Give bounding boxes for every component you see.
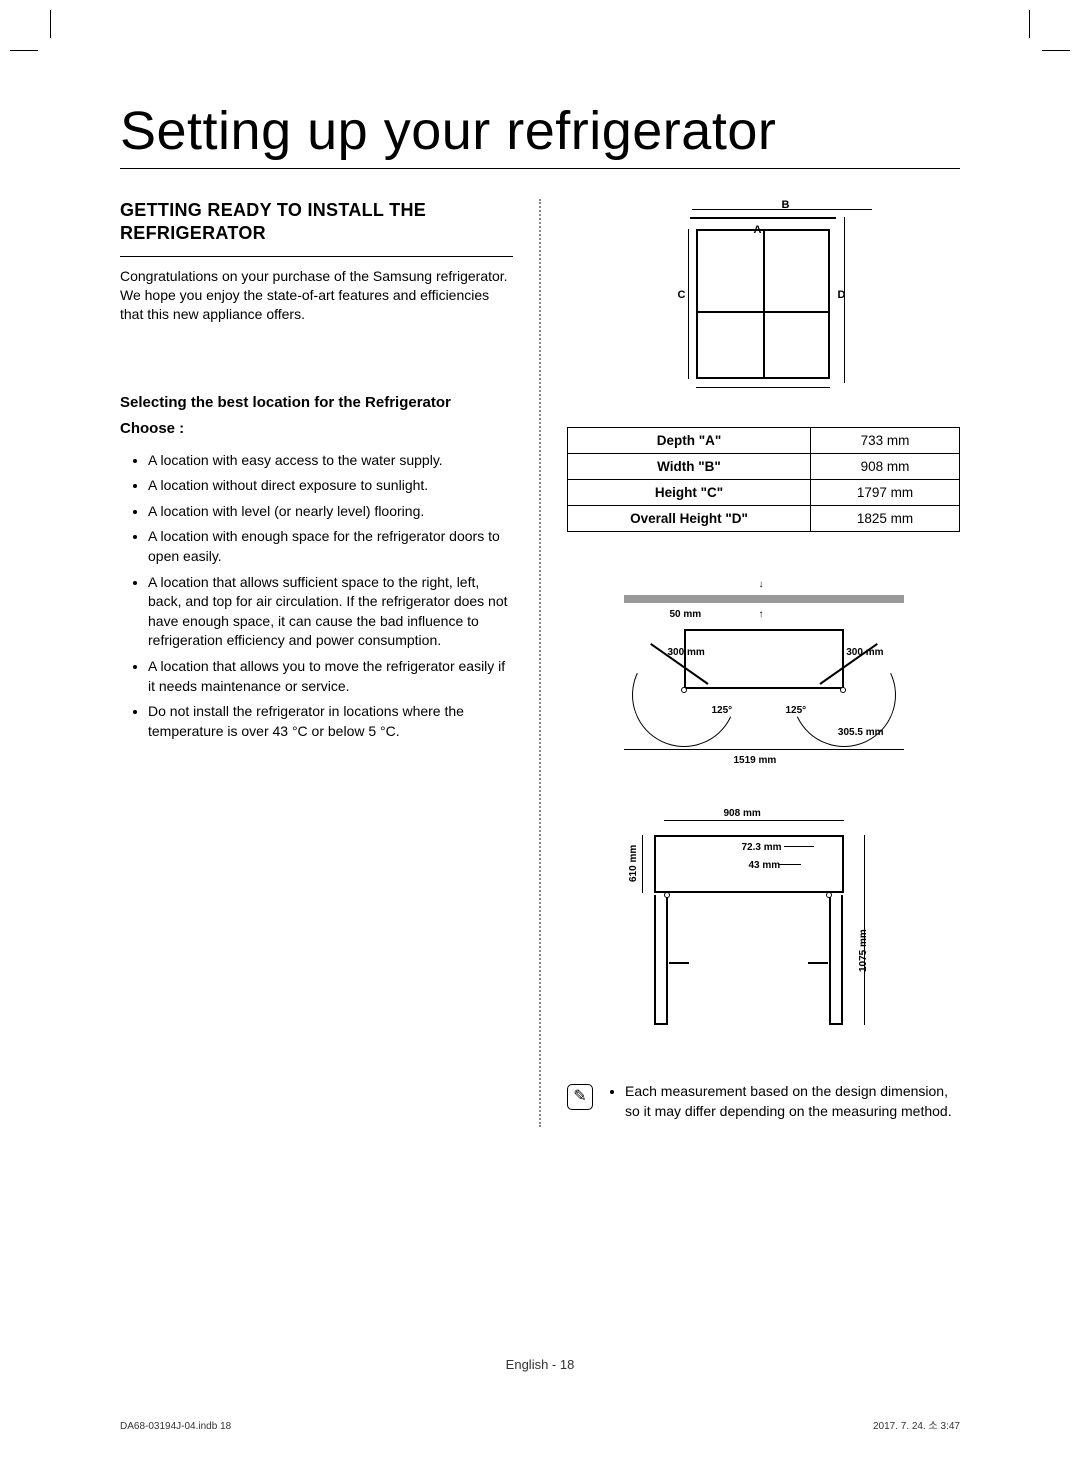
- clearance-diagram-top: ↓ ↑ 50 mm 300 mm 300 mm 125° 125° 305.5 …: [624, 587, 904, 787]
- page-content: Setting up your refrigerator GETTING REA…: [120, 100, 960, 1372]
- left-column: GETTING READY TO INSTALL THE REFRIGERATO…: [120, 199, 513, 1127]
- dimension-table: Depth "A"733 mm Width "B"908 mm Height "…: [567, 427, 960, 532]
- location-bullets: A location with easy access to the water…: [120, 451, 513, 742]
- page-footer-left: DA68-03194J-04.indb 18: [120, 1421, 231, 1432]
- angle-right: 125°: [786, 705, 807, 716]
- door-right-300: 300 mm: [846, 647, 883, 658]
- table-row: Depth "A"733 mm: [568, 428, 960, 454]
- list-item: A location with enough space for the ref…: [148, 527, 513, 566]
- door-left-300: 300 mm: [668, 647, 705, 658]
- column-divider: [539, 199, 541, 1127]
- handle-gap: 72.3 mm: [742, 842, 782, 853]
- list-item: Do not install the refrigerator in locat…: [148, 702, 513, 741]
- depth-305: 305.5 mm: [838, 727, 884, 738]
- page-footer-center: English - 18: [120, 1357, 960, 1372]
- page-title: Setting up your refrigerator: [120, 100, 960, 169]
- width-908: 908 mm: [724, 808, 761, 819]
- table-row: Width "B"908 mm: [568, 454, 960, 480]
- page-footer-right: 2017. 7. 24. 소 3:47: [873, 1417, 960, 1432]
- list-item: A location without direct exposure to su…: [148, 476, 513, 496]
- note-block: ✎ Each measurement based on the design d…: [567, 1082, 960, 1127]
- clearance-diagram-front: 908 mm 72.3 mm 43 mm 610 mm 1075 mm: [624, 812, 904, 1042]
- inner-gap: 43 mm: [749, 860, 781, 871]
- choose-label: Choose :: [120, 420, 513, 437]
- total-width-1519: 1519 mm: [734, 755, 777, 766]
- note-text: Each measurement based on the design dim…: [625, 1082, 960, 1121]
- dim-label-c: C: [678, 289, 686, 301]
- list-item: A location with easy access to the water…: [148, 451, 513, 471]
- note-icon: ✎: [567, 1084, 593, 1110]
- dim-label-d: D: [838, 289, 846, 301]
- angle-left: 125°: [712, 705, 733, 716]
- gap-50mm: 50 mm: [670, 609, 702, 620]
- list-item: A location that allows sufficient space …: [148, 573, 513, 651]
- intro-text: Congratulations on your purchase of the …: [120, 267, 513, 324]
- heading-rule: [120, 256, 513, 257]
- right-column: A B C D Depth "A"733 mm Width "B"908 mm …: [567, 199, 960, 1127]
- list-item: A location with level (or nearly level) …: [148, 502, 513, 522]
- fridge-dimension-diagram: A B C D: [654, 199, 874, 409]
- two-column-layout: GETTING READY TO INSTALL THE REFRIGERATO…: [120, 199, 960, 1127]
- section-heading: GETTING READY TO INSTALL THE REFRIGERATO…: [120, 199, 513, 246]
- sub-heading: Selecting the best location for the Refr…: [120, 393, 513, 413]
- height-610: 610 mm: [628, 845, 639, 882]
- dim-label-b: B: [782, 199, 790, 211]
- list-item: A location that allows you to move the r…: [148, 657, 513, 696]
- table-row: Overall Height "D"1825 mm: [568, 506, 960, 532]
- dim-label-a: A: [754, 224, 762, 236]
- height-1075: 1075 mm: [858, 929, 869, 972]
- table-row: Height "C"1797 mm: [568, 480, 960, 506]
